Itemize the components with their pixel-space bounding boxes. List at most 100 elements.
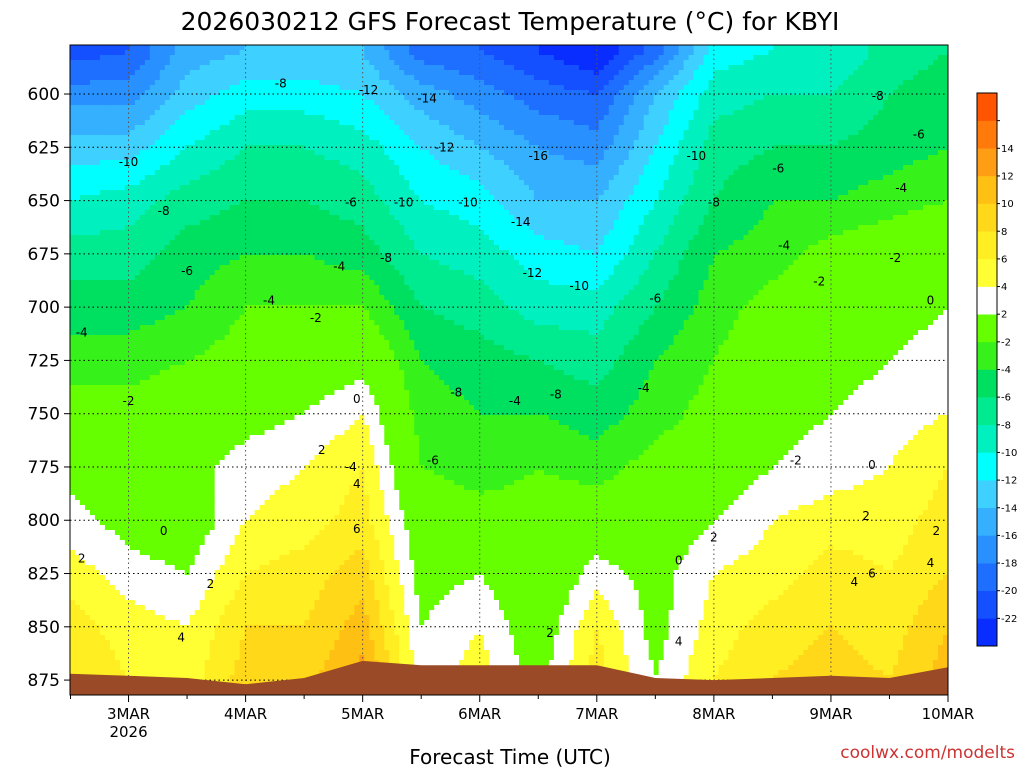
temperature-cell — [180, 95, 186, 101]
temperature-cell — [90, 565, 96, 571]
temperature-cell — [130, 140, 136, 146]
temperature-cell — [80, 305, 86, 311]
temperature-cell — [70, 495, 76, 501]
temperature-cell — [80, 400, 86, 406]
temperature-cell — [75, 485, 81, 491]
temperature-cell — [180, 455, 186, 461]
temperature-cell — [105, 545, 111, 551]
temperature-cell — [115, 490, 121, 496]
temperature-cell — [165, 95, 171, 101]
temperature-cell — [160, 330, 166, 336]
temperature-cell — [100, 485, 106, 491]
temperature-cell — [140, 220, 146, 226]
temperature-cell — [105, 640, 111, 646]
temperature-cell — [110, 55, 116, 61]
temperature-cell — [80, 520, 86, 526]
temperature-cell — [115, 55, 121, 61]
temperature-cell — [135, 310, 141, 316]
temperature-cell — [95, 355, 101, 361]
temperature-cell — [95, 45, 101, 51]
temperature-cell — [85, 240, 91, 246]
temperature-cell — [85, 390, 91, 396]
temperature-cell — [175, 550, 181, 556]
temperature-cell — [165, 275, 171, 281]
temperature-cell — [130, 290, 136, 296]
temperature-cell — [110, 495, 116, 501]
temperature-cell — [100, 275, 106, 281]
temperature-cell — [90, 610, 96, 616]
temperature-cell — [100, 130, 106, 136]
temperature-cell — [180, 80, 186, 86]
temperature-cell — [110, 240, 116, 246]
temperature-cell — [150, 65, 156, 71]
temperature-cell — [105, 180, 111, 186]
temperature-cell — [90, 625, 96, 631]
temperature-cell — [105, 540, 111, 546]
temperature-cell — [110, 390, 116, 396]
temperature-cell — [170, 445, 176, 451]
temperature-cell — [170, 185, 176, 191]
temperature-cell — [130, 55, 136, 61]
temperature-cell — [160, 245, 166, 251]
temperature-cell — [70, 510, 76, 516]
temperature-cell — [175, 495, 181, 501]
temperature-cell — [90, 300, 96, 306]
temperature-cell — [170, 100, 176, 106]
temperature-cell — [150, 550, 156, 556]
temperature-cell — [115, 110, 121, 116]
temperature-cell — [100, 125, 106, 131]
temperature-cell — [75, 130, 81, 136]
temperature-cell — [130, 65, 136, 71]
temperature-cell — [145, 660, 151, 666]
temperature-cell — [150, 670, 156, 676]
temperature-cell — [100, 535, 106, 541]
temperature-cell — [175, 65, 181, 71]
temperature-cell — [110, 295, 116, 301]
temperature-cell — [115, 240, 121, 246]
temperature-cell — [185, 135, 191, 141]
temperature-cell — [140, 170, 146, 176]
temperature-cell — [175, 85, 181, 91]
temperature-cell — [135, 470, 141, 476]
temperature-cell — [160, 320, 166, 326]
temperature-cell — [95, 255, 101, 261]
temperature-cell — [100, 150, 106, 156]
temperature-cell — [95, 175, 101, 181]
temperature-cell — [110, 380, 116, 386]
temperature-cell — [95, 460, 101, 466]
temperature-cell — [145, 160, 151, 166]
temperature-cell — [115, 590, 121, 596]
temperature-cell — [130, 295, 136, 301]
temperature-cell — [175, 565, 181, 571]
temperature-cell — [90, 510, 96, 516]
temperature-cell — [105, 360, 111, 366]
temperature-cell — [160, 555, 166, 561]
temperature-cell — [170, 450, 176, 456]
temperature-cell — [150, 260, 156, 266]
temperature-cell — [140, 375, 146, 381]
temperature-cell — [90, 580, 96, 586]
temperature-cell — [80, 545, 86, 551]
temperature-cell — [110, 80, 116, 86]
temperature-cell — [165, 220, 171, 226]
temperature-cell — [180, 470, 186, 476]
temperature-cell — [165, 645, 171, 651]
temperature-cell — [145, 220, 151, 226]
temperature-cell — [165, 370, 171, 376]
temperature-cell — [70, 45, 76, 51]
temperature-cell — [75, 185, 81, 191]
temperature-cell — [160, 100, 166, 106]
temperature-cell — [120, 100, 126, 106]
temperature-cell — [150, 220, 156, 226]
temperature-cell — [85, 210, 91, 216]
temperature-cell — [115, 460, 121, 466]
temperature-cell — [135, 510, 141, 516]
temperature-cell — [145, 70, 151, 76]
temperature-cell — [90, 490, 96, 496]
temperature-cell — [110, 260, 116, 266]
temperature-cell — [100, 230, 106, 236]
temperature-cell — [105, 440, 111, 446]
temperature-cell — [105, 160, 111, 166]
temperature-cell — [150, 115, 156, 121]
temperature-cell — [155, 580, 161, 586]
